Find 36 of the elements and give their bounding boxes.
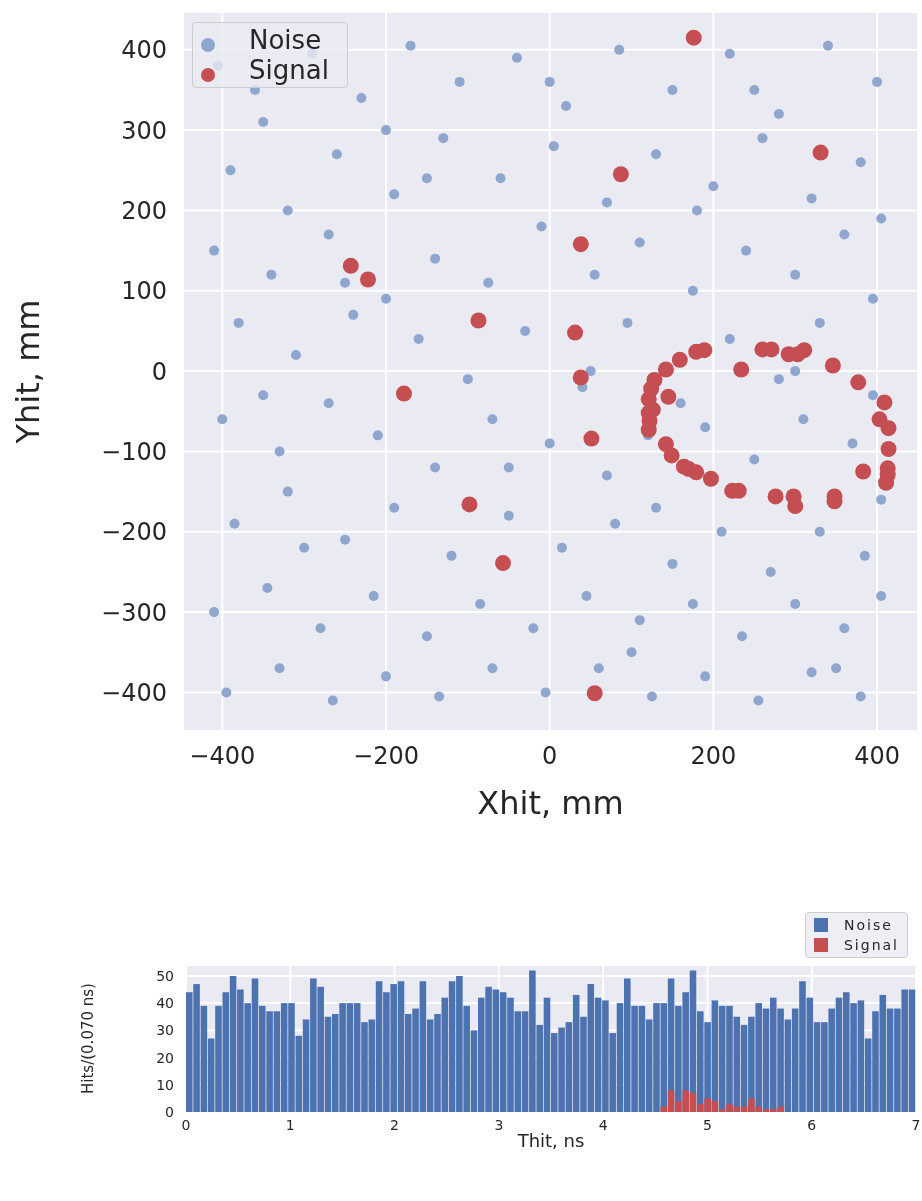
y-tick-label: −100 [101, 437, 167, 466]
legend-label: Signal [843, 937, 899, 953]
y-tick-label: 50 [156, 967, 174, 984]
y-tick-label: 0 [151, 357, 167, 386]
y-tick-label: 100 [121, 277, 167, 306]
x-tick-label: 5 [702, 1116, 712, 1133]
x-tick-label: 0 [181, 1116, 191, 1133]
y-tick-label: 10 [156, 1076, 174, 1093]
legend-label: Noise [249, 25, 322, 55]
x-tick-label: −200 [353, 742, 419, 771]
legend-label: Signal [249, 55, 329, 85]
y-tick-label: 400 [121, 36, 167, 65]
y-axis-title: Yhit, mm [9, 299, 48, 445]
y-tick-label: −400 [101, 678, 167, 707]
x-tick-label: 3 [494, 1116, 504, 1133]
y-axis-title: Hits/(0.070 ns) [79, 983, 98, 1094]
x-tick-label: 7 [911, 1116, 921, 1133]
x-tick-label: 400 [854, 742, 900, 771]
x-tick-label: 2 [390, 1116, 400, 1133]
y-tick-label: 40 [156, 995, 174, 1012]
y-tick-label: 20 [156, 1049, 174, 1066]
x-tick-label: 4 [598, 1116, 608, 1133]
y-tick-label: 30 [156, 1022, 174, 1039]
y-tick-label: 200 [121, 196, 167, 225]
y-tick-label: −200 [101, 518, 167, 547]
x-axis-title: Thit, ns [516, 1130, 585, 1151]
x-tick-label: 6 [807, 1116, 817, 1133]
x-tick-label: −400 [189, 742, 256, 771]
y-tick-label: −300 [101, 598, 167, 627]
x-tick-label: 0 [542, 742, 558, 771]
y-tick-label: 300 [121, 116, 167, 145]
x-tick-label: 1 [285, 1116, 295, 1133]
y-tick-label: 0 [165, 1103, 174, 1120]
legend-label: Noise [843, 917, 893, 933]
x-tick-label: 200 [690, 742, 737, 771]
x-axis-title: Xhit, mm [477, 784, 624, 822]
